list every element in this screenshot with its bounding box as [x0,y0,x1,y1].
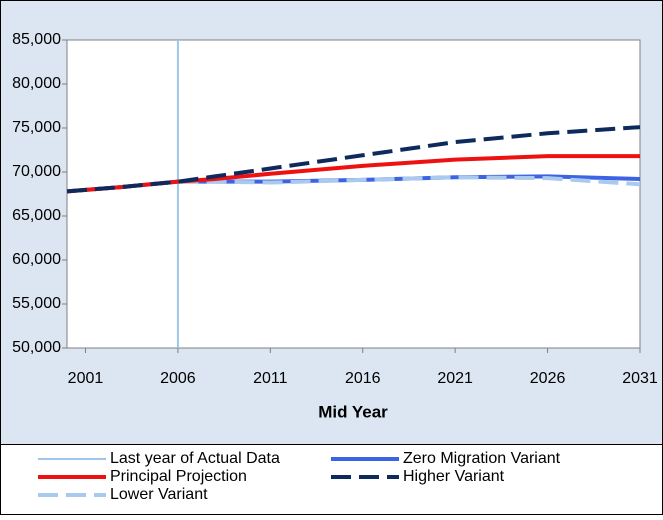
y-tick-label: 75,000 [12,119,61,136]
x-tick-label: 2026 [530,370,566,387]
y-tick-label: 80,000 [12,75,61,92]
legend-label: Last year of Actual Data [110,450,280,467]
series-line [66,125,641,194]
x-axis-title: Mid Year [318,402,388,421]
x-tick-label: 2001 [68,370,104,387]
legend-box [0,444,663,515]
legend-label: Lower Variant [110,486,208,503]
legend-label: Higher Variant [403,468,505,485]
x-tick-label: 2021 [437,370,473,387]
x-tick-label: 2031 [622,370,658,387]
y-tick-label: 70,000 [12,163,61,180]
y-tick-label: 85,000 [12,31,61,48]
y-tick-label: 60,000 [12,251,61,268]
y-tick-label: 55,000 [12,295,61,312]
legend-label: Zero Migration Variant [403,450,561,467]
x-tick-label: 2011 [253,370,288,387]
y-tick-label: 50,000 [12,339,61,356]
y-tick-label: 65,000 [12,207,61,224]
x-tick-label: 2006 [160,370,196,387]
legend-label: Principal Projection [110,468,247,485]
x-tick-label: 2016 [345,370,381,387]
plot-area [66,39,641,349]
